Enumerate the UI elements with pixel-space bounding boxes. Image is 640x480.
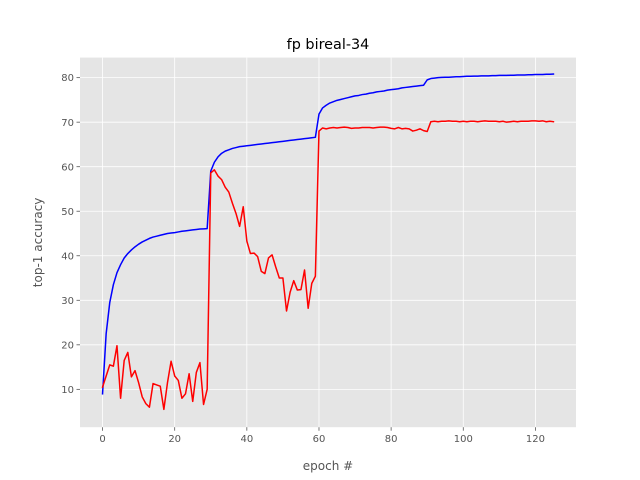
y-tick-label: 40 [61,251,74,262]
x-tick-label: 60 [313,434,326,445]
y-axis-ticks: 10 20 30 40 50 60 70 80 [61,73,80,396]
x-axis-ticks: 0 20 40 60 80 100 120 [99,427,545,445]
y-tick-label: 70 [61,118,74,129]
y-tick-label: 60 [61,162,74,173]
series-line-1 [101,73,555,395]
x-tick-label: 40 [240,434,253,445]
y-tick-label: 20 [61,340,74,351]
y-tick-label: 50 [61,207,74,218]
chart-title: fp bireal-34 [287,37,370,53]
x-tick-label: 20 [168,434,181,445]
plot-area [80,57,576,428]
series-lines [101,73,555,411]
y-tick-label: 10 [61,385,74,396]
x-tick-label: 100 [454,434,473,445]
series-line-2 [101,120,555,411]
y-tick-label: 80 [61,73,74,84]
x-tick-label: 80 [385,434,398,445]
x-tick-label: 120 [526,434,545,445]
y-axis-label: top-1 accuracy [31,198,45,288]
y-tick-label: 30 [61,296,74,307]
x-axis-label: epoch # [303,459,353,473]
x-tick-label: 0 [99,434,105,445]
grid [80,57,576,428]
